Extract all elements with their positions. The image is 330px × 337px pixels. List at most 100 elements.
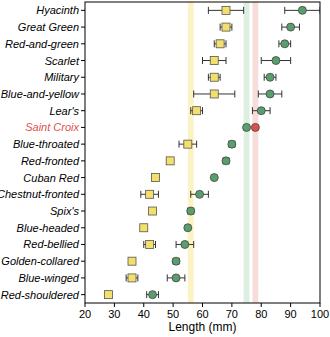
y-tick [81,27,85,28]
x-tick [85,303,86,307]
circle-marker [272,57,280,65]
error-bar [214,40,226,47]
error-cap [261,57,262,64]
category-label: Blue-headed [17,222,80,234]
error-cap [167,274,168,281]
chart: 2030405060708090100HyacinthGreat GreenRe… [0,0,330,337]
square-marker [140,224,148,232]
square-marker [210,57,218,65]
error-cap [220,24,221,31]
category-label: Blue-winged [18,272,79,284]
square-marker [105,291,113,299]
category-label: Spix's [50,205,79,217]
category-label: Golden-collared [1,255,80,267]
y-tick [81,194,85,195]
error-cap [226,40,227,47]
y-tick [81,244,85,245]
category-label: Blue-and-yellow [1,88,80,100]
error-cap [202,107,203,114]
circle-marker [266,73,274,81]
square-marker [128,274,136,282]
error-cap [176,241,177,248]
category-label: Lear's [49,105,79,117]
x-tick-label: 90 [285,308,297,320]
error-bar [144,241,156,248]
x-tick-label: 60 [196,308,208,320]
error-cap [258,90,259,97]
band [252,2,258,303]
y-tick [81,93,85,94]
error-cap [208,7,209,14]
error-cap [126,274,127,281]
y-tick [81,227,85,228]
square-marker [149,207,157,215]
error-cap [155,241,156,248]
error-cap [179,141,180,148]
category-label: Red-fronted [21,155,80,167]
category-label: Cuban Red [23,172,80,184]
error-cap [143,241,144,248]
circle-marker [181,240,189,248]
square-marker [216,40,224,48]
circle-marker [187,207,195,215]
circle-marker [257,107,265,115]
x-tick [143,303,144,307]
error-cap [184,274,185,281]
square-marker [146,190,154,198]
error-cap [158,191,159,198]
error-bar [208,74,220,81]
error-bar [191,107,203,114]
circle-marker [210,174,218,182]
y-tick [81,261,85,262]
error-bar [147,291,159,298]
error-bar [285,7,320,14]
circle-marker [184,224,192,232]
y-tick [81,43,85,44]
error-cap [140,191,141,198]
error-cap [234,90,235,97]
square-marker [222,6,230,14]
x-tick-label: 20 [79,308,91,320]
square-marker [222,23,230,31]
y-tick [81,160,85,161]
circle-marker [172,257,180,265]
circle-marker [251,123,259,131]
error-bar [220,24,232,31]
circle-marker [266,90,274,98]
error-bar [191,191,209,198]
y-tick [81,77,85,78]
error-cap [290,57,291,64]
error-cap [281,24,282,31]
circle-marker [298,6,306,14]
error-bar [141,191,159,198]
error-cap [290,40,291,47]
x-tick-label: 70 [226,308,238,320]
error-cap [270,107,271,114]
y-tick [81,10,85,11]
category-label: Military [44,71,80,83]
error-cap [146,291,147,298]
error-bar [264,74,276,81]
error-cap [137,274,138,281]
error-bar [203,57,227,64]
plot-area [105,2,321,303]
category-label: Hyacinth [36,4,79,16]
error-cap [220,74,221,81]
x-tick-label: 40 [138,308,150,320]
category-label: Chestnut-fronted [0,188,80,200]
band [188,2,194,303]
y-tick [81,127,85,128]
error-cap [158,291,159,298]
error-bar [252,107,270,114]
y-tick [81,60,85,61]
error-cap [226,57,227,64]
y-tick [81,144,85,145]
error-cap [284,7,285,14]
error-cap [193,90,194,97]
error-bar [126,274,138,281]
error-cap [196,141,197,148]
square-marker [210,90,218,98]
error-bar [261,57,290,64]
category-label: Scarlet [45,55,80,67]
x-tick [320,303,321,307]
